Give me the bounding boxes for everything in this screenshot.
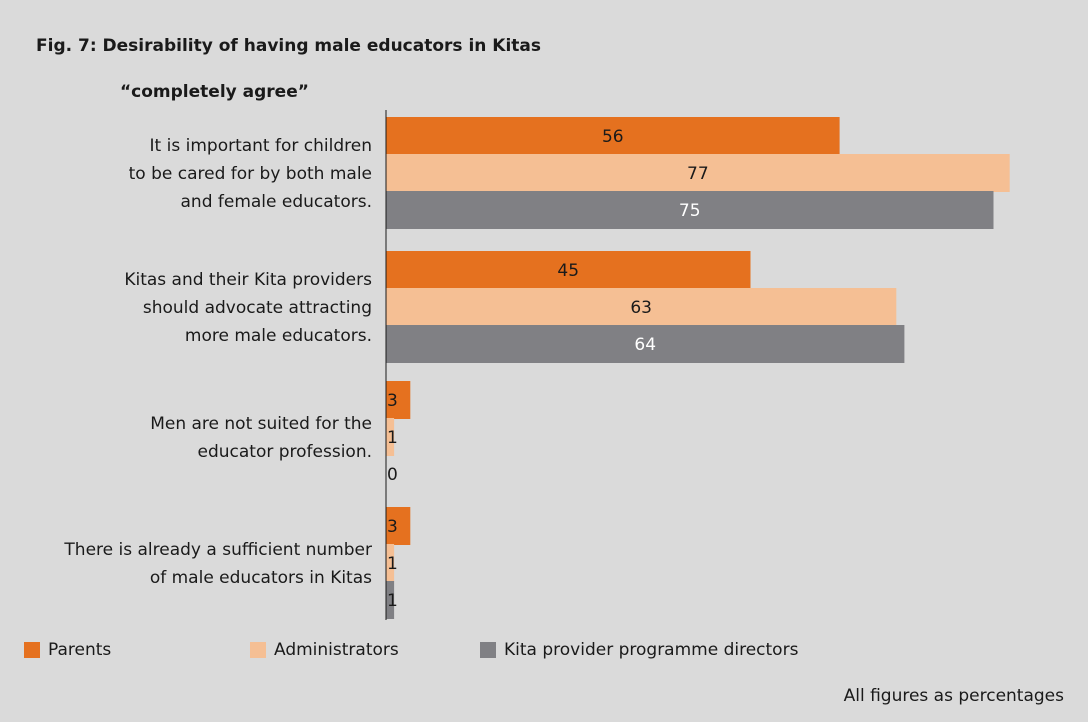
figure-subtitle: “completely agree” xyxy=(120,82,309,102)
category-label-0-2: and female educators. xyxy=(181,192,373,212)
category-label-2-1: educator profession. xyxy=(197,442,372,462)
data-label-0-2: 75 xyxy=(679,201,701,221)
category-label-0-1: to be cared for by both male xyxy=(129,164,372,184)
data-label-2-1: 1 xyxy=(387,428,398,448)
bar-0-2 xyxy=(386,191,994,229)
data-label-1-2: 64 xyxy=(634,335,656,355)
category-label-0-0: It is important for children xyxy=(150,136,372,156)
data-label-3-1: 1 xyxy=(387,554,398,574)
category-label-1-0: Kitas and their Kita providers xyxy=(124,270,372,290)
footnote: All figures as percentages xyxy=(843,686,1064,706)
category-label-1-1: should advocate attracting xyxy=(143,298,372,318)
figure-title: Fig. 7: Desirability of having male educ… xyxy=(36,36,542,56)
bar-3-1 xyxy=(386,544,395,582)
category-label-2-0: Men are not suited for the xyxy=(150,414,372,434)
data-label-0-1: 77 xyxy=(687,164,709,184)
legend-label-administrators: Administrators xyxy=(274,640,399,660)
category-label-1-2: more male educators. xyxy=(185,326,372,346)
bar-1-1 xyxy=(386,288,897,326)
bar-3-0 xyxy=(386,507,411,545)
data-label-1-1: 63 xyxy=(630,298,652,318)
bar-1-0 xyxy=(386,251,751,289)
legend-label-parents: Parents xyxy=(48,640,112,660)
data-label-3-2: 1 xyxy=(387,591,398,611)
category-label-3-0: There is already a sufficient number xyxy=(63,540,372,560)
bar-3-2 xyxy=(386,581,395,619)
legend-item-administrators: Administrators xyxy=(250,640,399,660)
bar-2-0 xyxy=(386,381,411,419)
category-label-3-1: of male educators in Kitas xyxy=(150,568,372,588)
data-label-0-0: 56 xyxy=(602,127,624,147)
data-label-1-0: 45 xyxy=(557,261,579,281)
legend-swatch-directors xyxy=(480,642,496,658)
legend-swatch-parents xyxy=(24,642,40,658)
data-label-3-0: 3 xyxy=(387,517,398,537)
bar-2-1 xyxy=(386,418,395,456)
legend-label-directors: Kita provider programme directors xyxy=(504,640,799,660)
legend-item-parents: Parents xyxy=(24,640,111,660)
chart-legend: Parents Administrators Kita provider pro… xyxy=(24,640,1064,664)
legend-item-directors: Kita provider programme directors xyxy=(480,640,798,660)
bar-0-0 xyxy=(386,117,840,155)
bar-0-1 xyxy=(386,154,1010,192)
data-label-2-0: 3 xyxy=(387,391,398,411)
legend-swatch-administrators xyxy=(250,642,266,658)
bar-1-2 xyxy=(386,325,905,363)
data-label-2-2: 0 xyxy=(387,465,398,485)
